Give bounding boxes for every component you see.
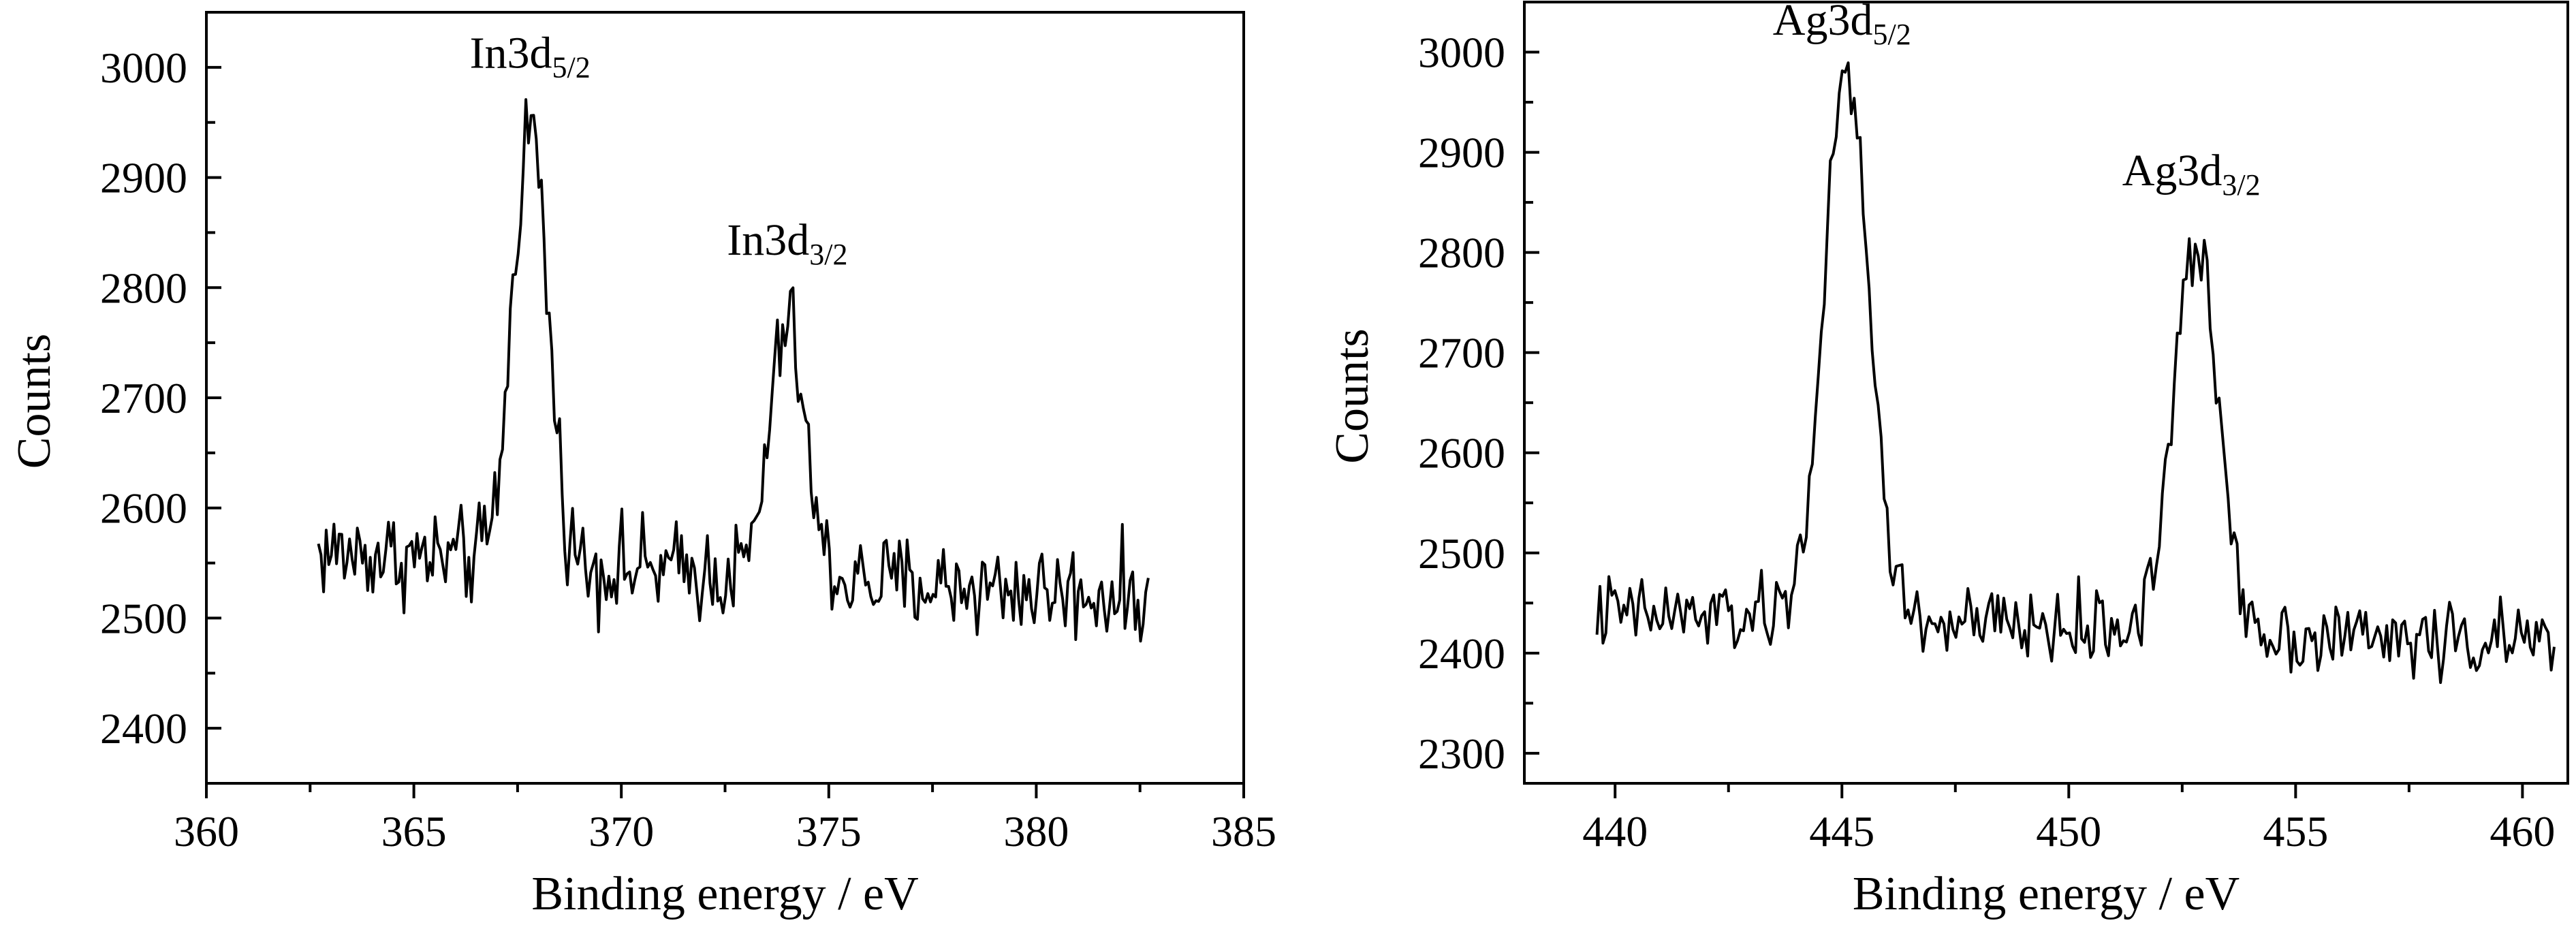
plot-frame <box>1523 1 2569 785</box>
y-tick-label: 2600 <box>100 484 187 533</box>
y-tick-label: 2800 <box>100 264 187 312</box>
y-tick-label: 3000 <box>100 44 187 92</box>
y-axis-title: Counts <box>8 334 61 469</box>
y-tick-label: 2600 <box>1418 429 1505 477</box>
x-tick-label: 445 <box>1809 807 1874 856</box>
y-tick-label: 2300 <box>1418 730 1505 778</box>
x-tick-label: 385 <box>1211 807 1276 856</box>
peak-label: Ag3d3/2 <box>2122 146 2261 202</box>
ag3d-panel: 440 445 450 455 460 2300 2400 2500 2600 2700 2800 2… <box>1326 0 2569 920</box>
y-tick-label: 2700 <box>1418 329 1505 377</box>
y-tick-label: 3000 <box>1418 29 1505 77</box>
y-tick-label: 2400 <box>1418 629 1505 678</box>
x-tick-label: 380 <box>1003 807 1069 856</box>
peak-label: In3d3/2 <box>727 215 847 271</box>
x-tick-label: 365 <box>381 807 447 856</box>
x-tick-label: 370 <box>588 807 654 856</box>
x-tick-label: 450 <box>2036 807 2101 856</box>
y-tick-label: 2500 <box>100 594 187 642</box>
x-tick-label: 375 <box>796 807 862 856</box>
x-tick-label: 455 <box>2263 807 2328 856</box>
x-tick-label: 360 <box>174 807 239 856</box>
x-tick-label: 440 <box>1582 807 1648 856</box>
peak-label: In3d5/2 <box>470 28 591 84</box>
y-tick-label: 2400 <box>100 704 187 753</box>
x-axis-title: Binding energy / eV <box>1853 868 2240 920</box>
spectrum-line <box>1595 61 2556 685</box>
plot-frame <box>205 11 1245 785</box>
y-tick-label: 2900 <box>100 154 187 202</box>
y-tick-label: 2700 <box>100 374 187 422</box>
y-tick-label: 2900 <box>1418 129 1505 177</box>
y-tick-label: 2500 <box>1418 529 1505 578</box>
y-tick-label: 2800 <box>1418 229 1505 277</box>
y-axis-title: Counts <box>1326 328 1379 463</box>
x-axis-title: Binding energy / eV <box>531 868 918 920</box>
peak-label: Ag3d5/2 <box>1773 0 1911 51</box>
spectrum-line <box>317 98 1150 643</box>
x-tick-label: 460 <box>2489 807 2555 856</box>
in3d-panel: 360 365 370 375 380 385 2400 2500 2600 2700 2800 29… <box>8 11 1276 920</box>
